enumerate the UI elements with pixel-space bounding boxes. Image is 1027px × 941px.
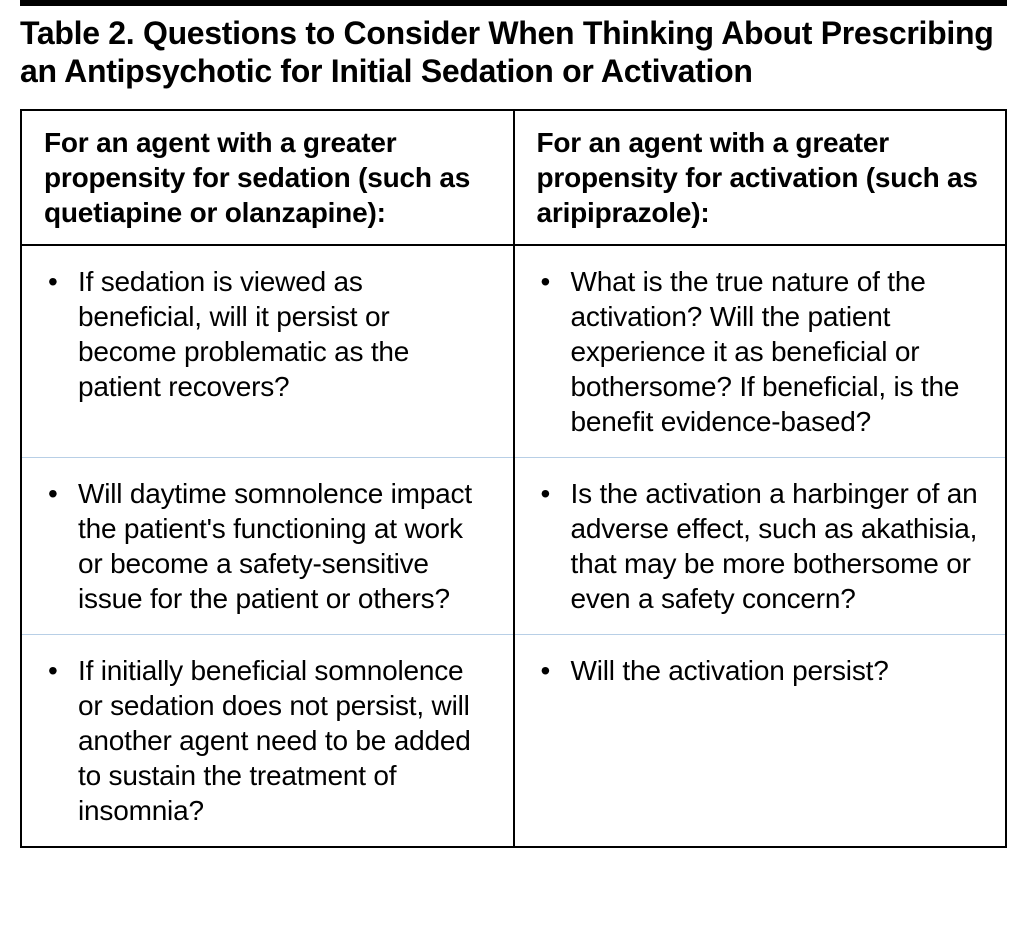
bullet-text: Will daytime somnolence impact the patie… bbox=[78, 476, 491, 616]
bullet-text: Is the activation a harbinger of an adve… bbox=[571, 476, 984, 616]
bullet-item: • If sedation is viewed as beneficial, w… bbox=[44, 264, 491, 404]
table-row: • Will daytime somnolence impact the pat… bbox=[21, 457, 1006, 634]
table-row: • If initially beneficial somnolence or … bbox=[21, 634, 1006, 847]
table-cell: • Will the activation persist? bbox=[514, 634, 1007, 847]
bullet-icon: • bbox=[537, 264, 571, 299]
bullet-icon: • bbox=[44, 476, 78, 511]
table-cell: • If sedation is viewed as beneficial, w… bbox=[21, 245, 514, 458]
table-cell: • If initially beneficial somnolence or … bbox=[21, 634, 514, 847]
bullet-icon: • bbox=[537, 653, 571, 688]
bullet-text: What is the true nature of the activatio… bbox=[571, 264, 984, 439]
bullet-text: If initially beneficial somnolence or se… bbox=[78, 653, 491, 828]
bullet-item: • Will daytime somnolence impact the pat… bbox=[44, 476, 491, 616]
bullet-item: • What is the true nature of the activat… bbox=[537, 264, 984, 439]
table-header-row: For an agent with a greater propensity f… bbox=[21, 110, 1006, 245]
table-title: Table 2. Questions to Consider When Thin… bbox=[20, 14, 1007, 91]
table-row: • If sedation is viewed as beneficial, w… bbox=[21, 245, 1006, 458]
table-cell: • Is the activation a harbinger of an ad… bbox=[514, 457, 1007, 634]
table-container: Table 2. Questions to Consider When Thin… bbox=[0, 0, 1027, 868]
column-header-sedation: For an agent with a greater propensity f… bbox=[21, 110, 514, 245]
top-rule bbox=[20, 0, 1007, 6]
bullet-item: • Will the activation persist? bbox=[537, 653, 984, 688]
bullet-item: • Is the activation a harbinger of an ad… bbox=[537, 476, 984, 616]
bullet-item: • If initially beneficial somnolence or … bbox=[44, 653, 491, 828]
table-cell: • Will daytime somnolence impact the pat… bbox=[21, 457, 514, 634]
bullet-icon: • bbox=[537, 476, 571, 511]
bullet-icon: • bbox=[44, 653, 78, 688]
bullet-text: If sedation is viewed as beneficial, wil… bbox=[78, 264, 491, 404]
bullet-icon: • bbox=[44, 264, 78, 299]
table-cell: • What is the true nature of the activat… bbox=[514, 245, 1007, 458]
column-header-activation: For an agent with a greater propensity f… bbox=[514, 110, 1007, 245]
bullet-text: Will the activation persist? bbox=[571, 653, 984, 688]
questions-table: For an agent with a greater propensity f… bbox=[20, 109, 1007, 848]
